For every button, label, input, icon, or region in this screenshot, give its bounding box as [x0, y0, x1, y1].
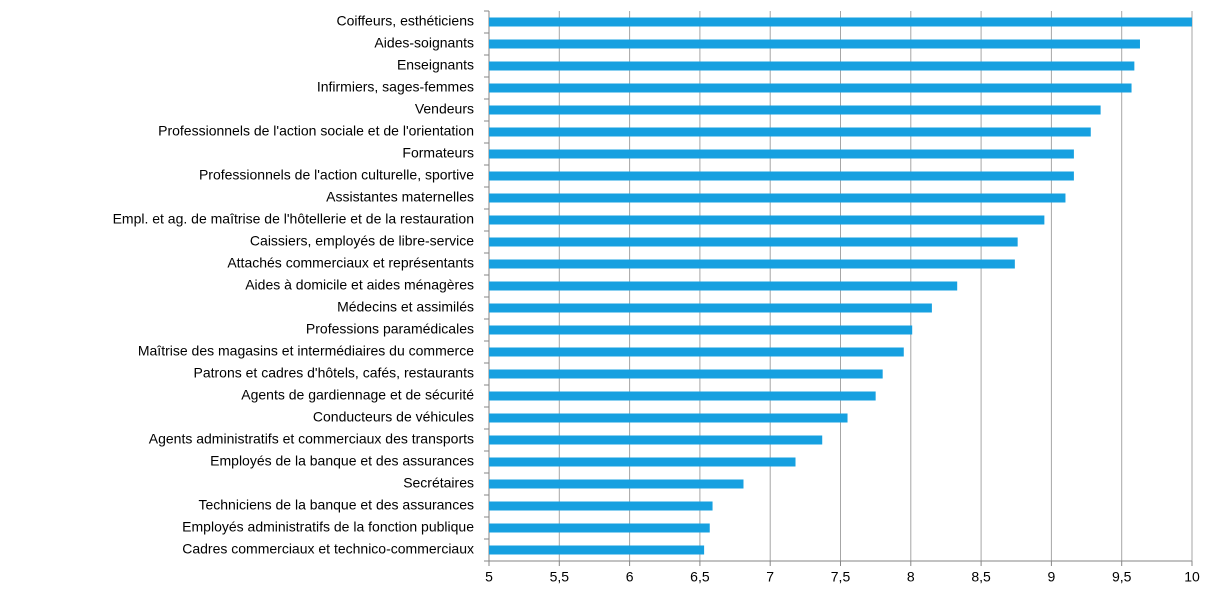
y-tick-label: Agents de gardiennage et de sécurité [241, 387, 474, 403]
y-tick-label: Médecins et assimilés [337, 299, 474, 315]
y-tick-label: Cadres commerciaux et technico-commercia… [182, 541, 474, 557]
y-tick-label: Techniciens de la banque et des assuranc… [198, 497, 474, 513]
x-tick-label: 10 [1184, 569, 1200, 585]
x-tick-label: 7 [766, 569, 774, 585]
y-tick-label: Professions paramédicales [306, 321, 474, 337]
y-tick-label: Patrons et cadres d'hôtels, cafés, resta… [194, 365, 475, 381]
y-tick-label: Caissiers, employés de libre-service [250, 233, 474, 249]
y-tick-label: Enseignants [397, 57, 474, 73]
bar [489, 435, 823, 445]
bar [489, 501, 713, 511]
bar [489, 39, 1140, 49]
y-tick-label: Professionnels de l'action culturelle, s… [199, 167, 474, 183]
bar [489, 61, 1135, 71]
bar [489, 215, 1045, 225]
bar [489, 347, 904, 357]
bar [489, 17, 1192, 27]
x-tick-label: 9 [1048, 569, 1056, 585]
x-tick-label: 5 [485, 569, 493, 585]
x-tick-label: 5,5 [550, 569, 570, 585]
bar [489, 237, 1018, 247]
bar [489, 259, 1015, 269]
bar [489, 523, 710, 533]
bar [489, 171, 1074, 181]
y-tick-label: Attachés commerciaux et représentants [227, 255, 474, 271]
x-tick-label: 7,5 [831, 569, 851, 585]
bar [489, 83, 1132, 93]
y-tick-label: Conducteurs de véhicules [313, 409, 474, 425]
bar [489, 369, 883, 379]
bar [489, 391, 876, 401]
x-tick-label: 9,5 [1112, 569, 1132, 585]
bar [489, 281, 958, 291]
y-tick-label: Vendeurs [415, 101, 474, 117]
y-tick-label: Coiffeurs, esthéticiens [337, 13, 474, 29]
y-tick-label: Formateurs [402, 145, 474, 161]
y-tick-label: Infirmiers, sages-femmes [317, 79, 474, 95]
y-tick-label: Employés de la banque et des assurances [210, 453, 474, 469]
x-tick-label: 6 [626, 569, 634, 585]
y-tick-label: Maîtrise des magasins et intermédiaires … [138, 343, 474, 359]
bar [489, 325, 913, 335]
y-tick-label: Employés administratifs de la fonction p… [182, 519, 474, 535]
bar [489, 545, 705, 555]
bar [489, 303, 932, 313]
y-tick-label: Assistantes maternelles [326, 189, 474, 205]
y-tick-label: Empl. et ag. de maîtrise de l'hôtellerie… [113, 211, 474, 227]
x-tick-label: 8,5 [971, 569, 991, 585]
x-tick-label: 6,5 [690, 569, 710, 585]
y-tick-label: Agents administratifs et commerciaux des… [149, 431, 474, 447]
y-tick-label: Professionnels de l'action sociale et de… [158, 123, 474, 139]
bar [489, 193, 1066, 203]
y-tick-label: Aides-soignants [374, 35, 474, 51]
bar [489, 479, 744, 489]
y-tick-label: Secrétaires [403, 475, 474, 491]
bar [489, 149, 1074, 159]
x-tick-label: 8 [907, 569, 915, 585]
bar [489, 127, 1091, 137]
bar [489, 457, 796, 467]
bar [489, 413, 848, 423]
bar [489, 105, 1101, 115]
y-tick-label: Aides à domicile et aides ménagères [245, 277, 474, 293]
